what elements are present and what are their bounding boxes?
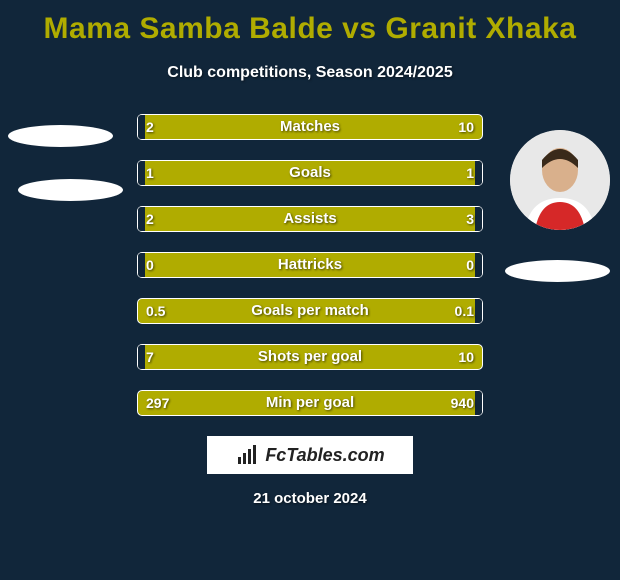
stat-label: Shots per goal bbox=[138, 345, 482, 369]
stat-label: Hattricks bbox=[138, 253, 482, 277]
stat-value-right: 10 bbox=[458, 115, 474, 139]
stat-row: 1 Goals 1 bbox=[137, 160, 483, 186]
player-right-avatar bbox=[510, 130, 610, 230]
player-left-placeholder-2 bbox=[18, 179, 123, 201]
stat-value-right: 1 bbox=[466, 161, 474, 185]
stat-value-right: 0 bbox=[466, 253, 474, 277]
stat-label: Goals per match bbox=[138, 299, 482, 323]
stat-row: 2 Assists 3 bbox=[137, 206, 483, 232]
stat-row: 2 Matches 10 bbox=[137, 114, 483, 140]
stat-row: 0 Hattricks 0 bbox=[137, 252, 483, 278]
stat-row: 297 Min per goal 940 bbox=[137, 390, 483, 416]
player-right-shadow bbox=[505, 260, 610, 282]
branding-badge: FcTables.com bbox=[207, 436, 413, 474]
stat-label: Assists bbox=[138, 207, 482, 231]
stat-value-right: 3 bbox=[466, 207, 474, 231]
stat-value-right: 0.1 bbox=[455, 299, 474, 323]
stat-label: Matches bbox=[138, 115, 482, 139]
stat-row: 7 Shots per goal 10 bbox=[137, 344, 483, 370]
stat-label: Goals bbox=[138, 161, 482, 185]
branding-text: FcTables.com bbox=[265, 445, 384, 466]
stat-label: Min per goal bbox=[138, 391, 482, 415]
stats-container: 2 Matches 10 1 Goals 1 2 Assists 3 0 Hat… bbox=[137, 114, 483, 416]
player-left-placeholder-1 bbox=[8, 125, 113, 147]
stat-value-right: 940 bbox=[451, 391, 474, 415]
date-label: 21 october 2024 bbox=[0, 490, 620, 507]
page-title: Mama Samba Balde vs Granit Xhaka bbox=[0, 0, 620, 46]
chart-icon bbox=[235, 443, 259, 467]
subtitle: Club competitions, Season 2024/2025 bbox=[0, 64, 620, 82]
stat-row: 0.5 Goals per match 0.1 bbox=[137, 298, 483, 324]
stat-value-right: 10 bbox=[458, 345, 474, 369]
